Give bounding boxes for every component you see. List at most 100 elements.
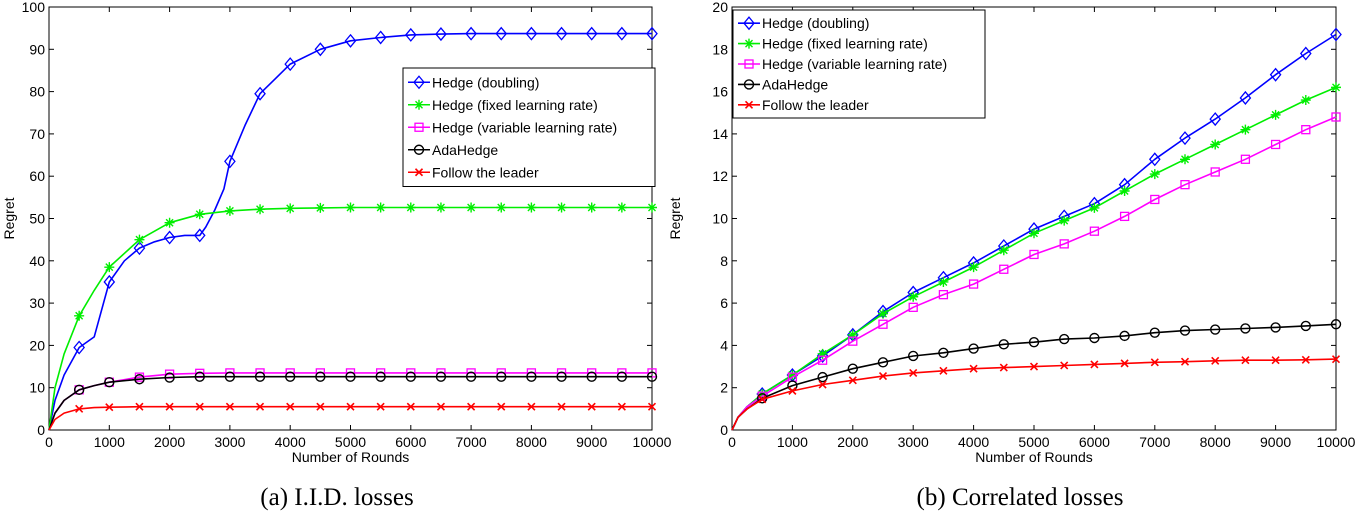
data-point-hedge-doubling bbox=[646, 26, 658, 41]
data-point-adahedge bbox=[877, 357, 889, 368]
x-tick-label: 7000 bbox=[1139, 434, 1170, 450]
data-point-hedge-doubling bbox=[465, 26, 477, 41]
data-point-hedge-variable-learning-rate bbox=[1089, 226, 1100, 236]
y-tick-label: 14 bbox=[712, 126, 728, 142]
data-point-hedge-fixed-learning-rate bbox=[998, 245, 1009, 256]
data-point-hedge-fixed-learning-rate bbox=[496, 202, 507, 213]
y-tick-label: 30 bbox=[29, 295, 45, 311]
data-point-hedge-fixed-learning-rate bbox=[526, 202, 537, 213]
data-point-hedge-fixed-learning-rate bbox=[315, 202, 326, 213]
data-point-hedge-doubling bbox=[1299, 46, 1312, 61]
data-point-hedge-doubling bbox=[193, 228, 206, 243]
data-point-hedge-variable-learning-rate bbox=[908, 302, 918, 312]
series-hedge-variable-learning-rate bbox=[731, 112, 1341, 431]
data-point-hedge-doubling bbox=[435, 27, 447, 42]
x-tick-label: 3000 bbox=[214, 434, 245, 450]
data-point-hedge-doubling bbox=[616, 26, 628, 41]
data-point-hedge-fixed-learning-rate bbox=[435, 202, 446, 213]
data-point-hedge-fixed-learning-rate bbox=[1119, 186, 1130, 197]
data-point-hedge-fixed-learning-rate bbox=[616, 202, 627, 213]
data-point-follow-the-leader bbox=[969, 364, 978, 373]
legend: Hedge (doubling) Hedge (fixed learning ra… bbox=[732, 9, 986, 119]
data-point-hedge-variable-learning-rate bbox=[1150, 194, 1160, 205]
data-point-hedge-fixed-learning-rate bbox=[164, 217, 175, 228]
legend-marker-adahedge bbox=[743, 79, 755, 90]
data-point-hedge-variable-learning-rate bbox=[1301, 125, 1311, 135]
data-point-adahedge bbox=[968, 343, 979, 354]
data-point-follow-the-leader bbox=[587, 402, 596, 411]
data-point-follow-the-leader bbox=[316, 402, 325, 411]
y-tick-label: 10 bbox=[29, 380, 45, 396]
x-tick-label: 9000 bbox=[1260, 434, 1291, 450]
data-point-follow-the-leader bbox=[1241, 356, 1250, 365]
data-point-follow-the-leader bbox=[557, 402, 566, 411]
data-point-adahedge bbox=[1119, 330, 1130, 342]
x-tick-label: 4000 bbox=[958, 434, 989, 450]
data-point-adahedge bbox=[847, 363, 858, 374]
data-point-adahedge bbox=[1330, 319, 1342, 330]
data-point-hedge-variable-learning-rate bbox=[848, 336, 858, 346]
data-point-hedge-doubling bbox=[555, 26, 568, 41]
data-point-adahedge bbox=[1058, 333, 1070, 345]
legend-label-hedge-doubling: Hedge (doubling) bbox=[762, 15, 869, 31]
y-tick-label: 16 bbox=[712, 84, 728, 100]
data-point-hedge-doubling bbox=[314, 42, 327, 57]
caption-a: (a) I.I.D. losses bbox=[260, 484, 413, 511]
y-tick-label: 70 bbox=[29, 126, 45, 142]
data-point-adahedge bbox=[435, 371, 447, 382]
data-point-follow-the-leader bbox=[346, 402, 355, 411]
data-point-follow-the-leader bbox=[165, 402, 174, 411]
data-point-follow-the-leader bbox=[1090, 360, 1099, 369]
data-point-hedge-fixed-learning-rate bbox=[285, 203, 296, 214]
data-point-hedge-doubling bbox=[1209, 112, 1222, 127]
legend-marker-hedge-variable-learning-rate bbox=[414, 122, 424, 132]
data-point-follow-the-leader bbox=[1120, 359, 1129, 368]
data-point-adahedge bbox=[998, 339, 1009, 350]
data-point-adahedge bbox=[405, 371, 416, 382]
data-point-hedge-fixed-learning-rate bbox=[466, 202, 477, 213]
data-point-follow-the-leader bbox=[1060, 361, 1069, 370]
y-tick-label: 100 bbox=[22, 0, 46, 15]
x-axis-label: Number of Rounds bbox=[292, 449, 410, 465]
data-point-follow-the-leader bbox=[1029, 362, 1039, 371]
data-point-follow-the-leader bbox=[467, 402, 476, 411]
x-tick-label: 10000 bbox=[633, 434, 672, 450]
data-point-adahedge bbox=[1300, 320, 1312, 332]
x-tick-label: 8000 bbox=[1200, 434, 1231, 450]
data-point-hedge-fixed-learning-rate bbox=[1149, 169, 1160, 180]
x-tick-label: 1000 bbox=[94, 434, 125, 450]
data-point-hedge-fixed-learning-rate bbox=[104, 262, 115, 273]
data-point-follow-the-leader bbox=[497, 402, 506, 411]
data-point-hedge-variable-learning-rate bbox=[1119, 211, 1130, 222]
y-tick-label: 90 bbox=[29, 41, 45, 57]
data-point-adahedge bbox=[556, 371, 567, 382]
data-point-hedge-doubling bbox=[1269, 67, 1282, 82]
legend-label-hedge-variable-learning-rate: Hedge (variable learning rate) bbox=[762, 56, 947, 72]
data-point-follow-the-leader bbox=[376, 402, 385, 411]
series-hedge-fixed-learning-rate bbox=[48, 202, 657, 431]
data-point-follow-the-leader bbox=[135, 402, 144, 411]
legend-box bbox=[402, 67, 656, 187]
legend-label-hedge-fixed-learning-rate: Hedge (fixed learning rate) bbox=[762, 36, 928, 52]
x-tick-label: 7000 bbox=[456, 434, 487, 450]
data-point-hedge-fixed-learning-rate bbox=[878, 308, 888, 319]
y-axis-label: Regret bbox=[1, 197, 17, 239]
data-point-hedge-fixed-learning-rate bbox=[787, 370, 798, 381]
data-point-hedge-variable-learning-rate bbox=[968, 279, 979, 289]
y-tick-label: 8 bbox=[720, 253, 728, 269]
legend-marker-follow-the-leader bbox=[414, 168, 424, 177]
data-point-hedge-fixed-learning-rate bbox=[375, 202, 386, 213]
data-point-adahedge bbox=[194, 371, 205, 382]
data-point-follow-the-leader bbox=[255, 402, 265, 411]
legend-marker-hedge-fixed-learning-rate bbox=[744, 38, 754, 49]
series-hedge-fixed-learning-rate bbox=[731, 82, 1341, 431]
legend-label-follow-the-leader: Follow the leader bbox=[432, 164, 539, 180]
data-point-follow-the-leader bbox=[848, 376, 857, 385]
data-point-hedge-doubling bbox=[1330, 27, 1342, 42]
data-point-hedge-variable-learning-rate bbox=[938, 289, 949, 300]
data-point-hedge-fixed-learning-rate bbox=[968, 262, 979, 273]
x-tick-label: 10000 bbox=[1317, 434, 1356, 450]
data-point-follow-the-leader bbox=[999, 363, 1008, 372]
y-tick-label: 2 bbox=[720, 380, 728, 396]
legend-marker-follow-the-leader bbox=[744, 100, 754, 109]
